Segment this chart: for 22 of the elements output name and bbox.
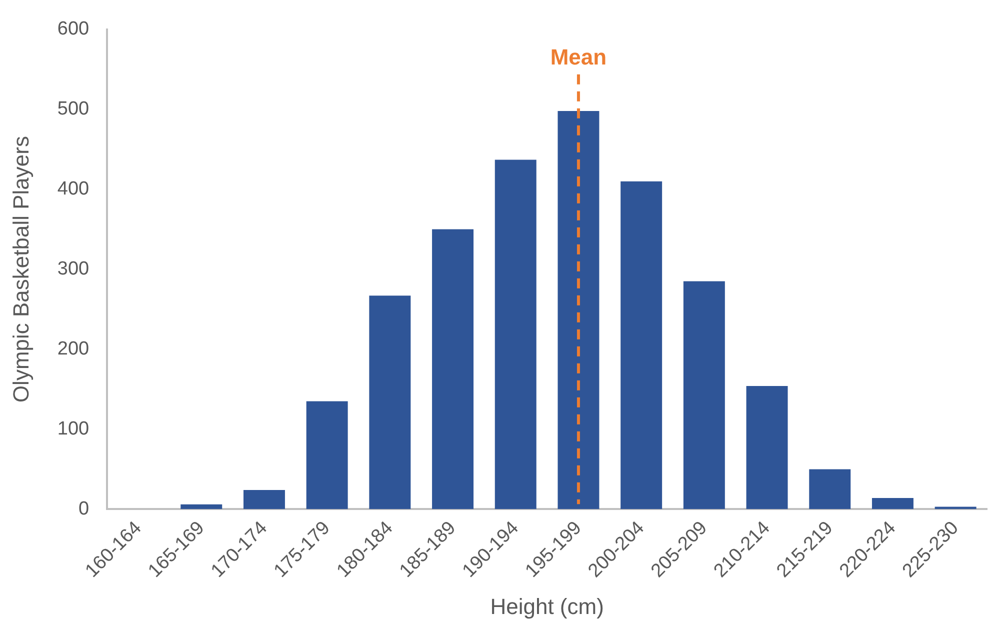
y-tick-label: 500 [57,98,90,120]
bar [620,181,662,510]
x-axis-title: Height (cm) [490,594,604,619]
y-tick-label: 600 [57,18,90,40]
bar [683,281,725,510]
bar [558,110,600,510]
bar [306,401,348,510]
bar [746,386,788,510]
bar [180,504,222,510]
bar [809,469,851,510]
bar [872,498,914,510]
bar [432,229,474,510]
y-tick-label: 200 [57,338,90,360]
bar [243,490,285,510]
ref-line-label: Mean [550,44,607,70]
y-axis-title: Olympic Basketball Players [8,136,34,403]
y-tick-label: 400 [57,178,90,200]
bar [369,296,411,510]
y-tick-label: 0 [78,498,90,520]
y-tick-label: 100 [57,418,90,440]
bar [494,160,536,510]
y-tick-label: 300 [57,258,90,280]
